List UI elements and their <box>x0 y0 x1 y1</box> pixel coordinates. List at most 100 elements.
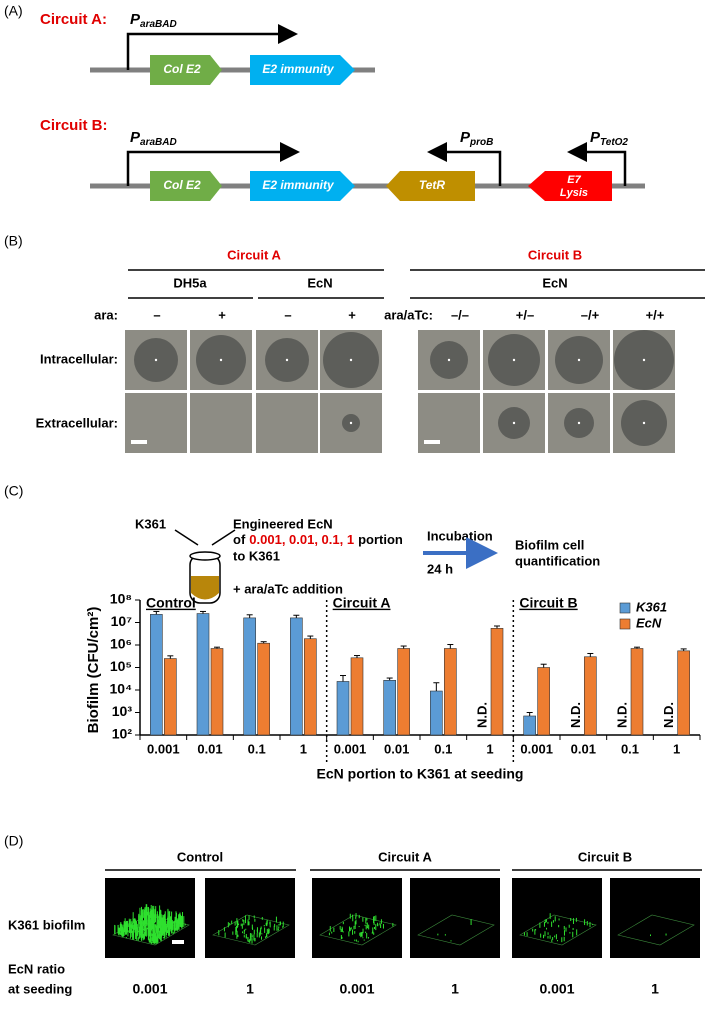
confocal-image <box>312 878 402 958</box>
spot <box>349 358 353 362</box>
promoter-arrow <box>126 142 300 186</box>
spot <box>285 358 289 362</box>
bar <box>537 667 550 736</box>
confocal-image <box>610 878 700 958</box>
bar <box>257 642 270 736</box>
legend-swatch <box>619 602 631 614</box>
group-title: Control <box>177 849 223 864</box>
group-label: Circuit B <box>519 595 577 611</box>
spot <box>577 358 581 362</box>
group-label: Circuit A <box>333 595 391 611</box>
panel-label: (D) <box>4 833 23 849</box>
ratio-label: 0.001 <box>132 981 167 997</box>
ratio-label: 1 <box>451 981 459 997</box>
value-label: N.D. <box>568 702 583 728</box>
group-label: Control <box>146 595 196 611</box>
x-tick-label: 1 <box>673 741 680 756</box>
bar <box>210 648 224 736</box>
plate-image <box>190 393 252 453</box>
promoter: ParaBAD <box>130 11 177 30</box>
promoter-sub: TetO2 <box>600 137 628 148</box>
scale-bar <box>172 940 184 944</box>
row-label: EcN ratio <box>8 961 65 976</box>
promoter-main: P <box>590 129 601 146</box>
x-tick-label: 0.01 <box>571 741 596 756</box>
schematic-word: of <box>233 532 246 547</box>
value-label: N.D. <box>474 702 489 728</box>
schematic-text: K361 <box>135 516 166 531</box>
circuit-title: Circuit B <box>528 247 582 262</box>
strain: DH5a <box>173 275 207 290</box>
legend-label: EcN <box>636 615 662 630</box>
spot <box>447 358 451 362</box>
promoter: PTetO2 <box>590 129 628 148</box>
gene <box>250 55 355 85</box>
bar <box>444 648 457 736</box>
ratio-label: 0.001 <box>539 981 574 997</box>
schematic-text: of 0.001, 0.01, 0.1, 1 portion <box>233 532 403 547</box>
condition: +/– <box>516 307 534 322</box>
confocal-image <box>205 878 295 958</box>
y-axis-label: Biofilm (CFU/cm²) <box>85 607 102 734</box>
row-label: Extracellular: <box>36 415 118 430</box>
promoter-main: P <box>130 11 141 28</box>
strain: EcN <box>542 275 567 290</box>
gene-label: Col E2 <box>163 62 201 76</box>
condition: + <box>218 307 226 322</box>
schematic-word: portion <box>358 532 403 547</box>
bar <box>584 656 597 736</box>
value-label: N.D. <box>661 702 676 728</box>
x-tick-label: 0.01 <box>384 741 409 756</box>
gene <box>386 171 475 201</box>
condition: –/– <box>451 307 469 322</box>
arrow <box>174 529 199 546</box>
spot <box>642 421 646 425</box>
condition: –/+ <box>581 307 600 322</box>
value-label: N.D. <box>614 702 629 728</box>
gene <box>150 55 222 85</box>
gene-line: Lysis <box>560 187 588 199</box>
gene <box>250 171 355 201</box>
bar <box>397 648 410 736</box>
biofilm-box <box>617 914 695 946</box>
confocal-image <box>410 878 500 958</box>
schematic-portions: 0.001, 0.01, 0.1, 1 <box>249 532 354 547</box>
plate-image <box>256 393 318 453</box>
chart: 10² 10³ 10⁴ 10⁵ 10⁶ 10⁷ 10⁸ Control Circuit A Cir… <box>110 591 701 763</box>
spot <box>512 358 516 362</box>
bar <box>304 638 317 736</box>
bar <box>196 613 210 736</box>
spot <box>219 358 223 362</box>
gene <box>150 171 222 201</box>
schematic-text: to K361 <box>233 548 280 563</box>
row-label: Intracellular: <box>40 351 118 366</box>
x-tick-label: 0.1 <box>621 741 639 756</box>
gene-label: E2 immunity <box>262 62 335 76</box>
schematic-text: Biofilm cell <box>515 537 584 552</box>
y-tick-label: 10⁷ <box>111 613 133 629</box>
gene-label: E7 Lysis <box>560 174 588 199</box>
promoter-sub: proB <box>469 137 493 148</box>
y-tick-label: 10³ <box>112 703 133 719</box>
schematic-text: + ara/aTc addition <box>233 581 343 596</box>
tube-liquid <box>191 576 219 600</box>
spot <box>349 421 353 425</box>
biofilm-box <box>212 914 290 946</box>
legend-swatch <box>619 618 631 630</box>
gene <box>528 171 612 201</box>
bar <box>630 648 644 736</box>
promoter-main: P <box>130 129 141 146</box>
gene-line: E7 <box>567 174 581 186</box>
x-tick-label: 1 <box>300 741 307 756</box>
arrow <box>211 529 236 546</box>
y-tick-label: 10⁴ <box>110 681 133 697</box>
x-tick-label: 0.1 <box>434 741 452 756</box>
promoter: ParaBAD <box>130 129 177 148</box>
panel-label: (B) <box>4 233 23 249</box>
y-tick-label: 10⁸ <box>110 591 132 607</box>
biofilm-box <box>519 914 597 946</box>
bar <box>243 617 256 736</box>
bar <box>677 650 690 736</box>
y-tick-label: 10⁵ <box>110 658 132 674</box>
bar <box>150 614 163 736</box>
